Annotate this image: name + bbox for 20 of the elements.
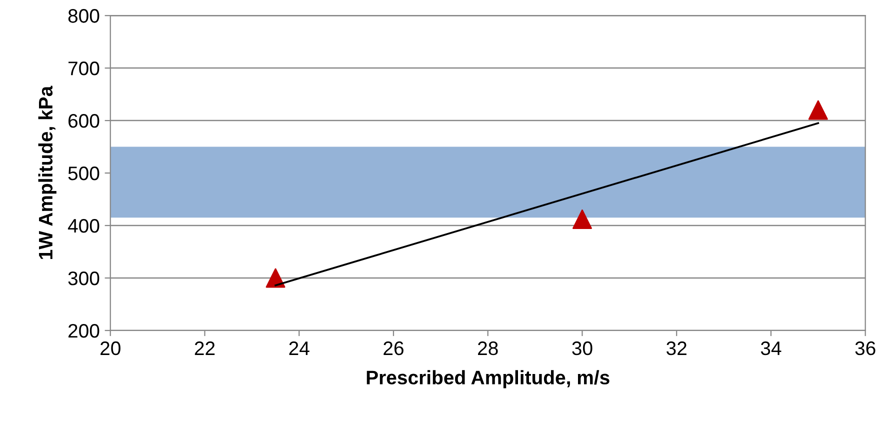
y-tick-label: 300	[68, 271, 100, 286]
x-tick-label: 36	[855, 341, 876, 356]
x-tick-label: 22	[194, 341, 215, 355]
y-tick-label: 400	[68, 218, 100, 233]
x-tick-label: 30	[572, 341, 592, 356]
y-axis-title: 1W Amplitude, kPa	[38, 86, 56, 259]
y-tick-label: 800	[68, 9, 100, 23]
x-tick-label: 28	[478, 341, 498, 356]
y-tick-label: 200	[68, 324, 100, 338]
y-tick-label: 700	[68, 62, 100, 76]
y-tick-label: 500	[68, 166, 100, 180]
x-tick-label: 26	[384, 341, 404, 356]
x-tick-label: 20	[100, 341, 120, 356]
point	[572, 209, 592, 229]
point	[808, 100, 828, 120]
x-tick-label: 34	[760, 341, 782, 356]
y-tick-label: 600	[68, 114, 100, 128]
x-tick-label: 24	[289, 341, 310, 355]
x-tick-label: 32	[666, 341, 686, 356]
x-axis-title: Prescribed Amplitude, m/s	[366, 370, 610, 388]
